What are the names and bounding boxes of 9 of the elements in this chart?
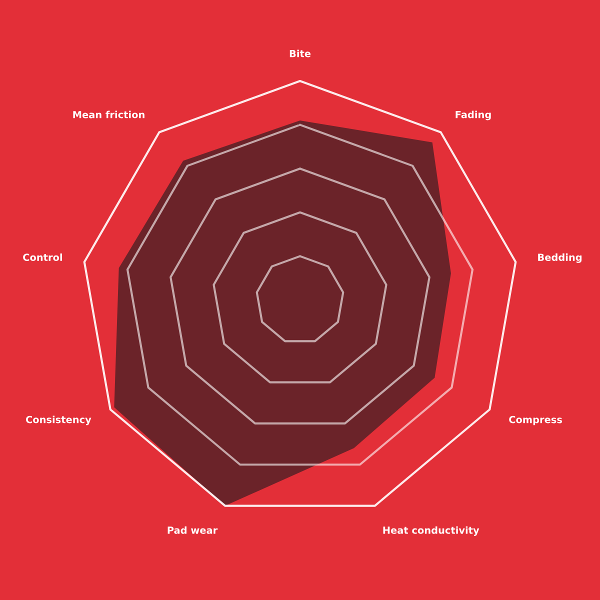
spoke-label: Pad wear [168, 526, 218, 534]
spoke-label: Mean friction [73, 110, 144, 118]
spoke-label: Control [23, 253, 62, 261]
spoke-label: Bite [290, 50, 311, 58]
spoke-label: Consistency [26, 416, 92, 426]
spoke-label: Bedding [538, 253, 582, 263]
spoke-label: Compress [509, 416, 562, 426]
spoke-label: Fading [456, 110, 491, 120]
spoke-label: Heat conductivity [383, 526, 480, 536]
